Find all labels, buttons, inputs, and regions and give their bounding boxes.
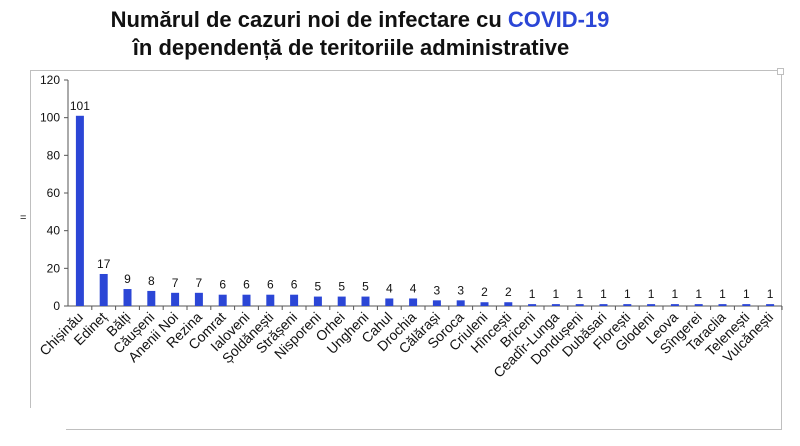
value-label: 1 <box>529 287 536 301</box>
bar <box>766 304 775 306</box>
bar <box>290 294 299 306</box>
value-label: 1 <box>600 287 607 301</box>
value-label: 4 <box>386 281 393 295</box>
bar <box>742 304 751 306</box>
y-tick-label: 20 <box>47 261 61 275</box>
bar <box>337 296 346 306</box>
value-label: 6 <box>243 278 250 292</box>
y-tick-label: 120 <box>40 73 60 87</box>
bottom-left-patch <box>0 408 66 446</box>
chart-title: Numărul de cazuri noi de infectare cu CO… <box>0 6 800 62</box>
bar <box>123 289 132 306</box>
y-axis-marker: = <box>20 212 27 224</box>
value-label: 7 <box>196 276 203 290</box>
bar <box>718 304 727 306</box>
value-label: 6 <box>291 278 298 292</box>
bar <box>385 298 394 306</box>
value-label: 1 <box>743 287 750 301</box>
y-tick-label: 60 <box>47 186 61 200</box>
y-tick-label: 0 <box>53 299 60 313</box>
value-label: 3 <box>457 283 464 297</box>
bar <box>670 304 679 306</box>
value-label: 17 <box>97 257 111 271</box>
value-label: 1 <box>695 287 702 301</box>
value-label: 9 <box>124 272 131 286</box>
bar <box>623 304 632 306</box>
bar <box>647 304 656 306</box>
bar <box>551 304 560 306</box>
bar <box>171 292 180 306</box>
value-label: 8 <box>148 274 155 288</box>
bar <box>218 294 227 306</box>
bar <box>361 296 370 306</box>
bar <box>528 304 537 306</box>
y-tick-label: 100 <box>40 111 60 125</box>
value-label: 6 <box>267 278 274 292</box>
bars <box>75 115 775 307</box>
value-label: 3 <box>434 283 441 297</box>
resize-handle[interactable] <box>777 68 784 75</box>
bar <box>147 290 156 306</box>
bar <box>432 300 441 306</box>
bar <box>504 302 513 306</box>
title-covid: COVID-19 <box>507 7 610 32</box>
value-label: 1 <box>719 287 726 301</box>
value-label: 1 <box>672 287 679 301</box>
bar <box>242 294 251 306</box>
value-labels: 101 17 9 8 7 7 6 6 6 6 5 5 5 4 4 3 3 2 2 1 1 1 1 1 1 1 1 1 1 1 <box>70 99 774 301</box>
value-label: 1 <box>767 287 774 301</box>
bar <box>456 300 465 306</box>
value-label: 4 <box>410 281 417 295</box>
title-line-1: Numărul de cazuri noi de infectare cu CO… <box>0 6 800 34</box>
bar <box>599 304 608 306</box>
value-label: 5 <box>362 280 369 294</box>
value-label: 6 <box>219 278 226 292</box>
bar <box>480 302 489 306</box>
value-label: 7 <box>172 276 179 290</box>
value-label: 1 <box>553 287 560 301</box>
value-label: 5 <box>338 280 345 294</box>
bar <box>409 298 418 306</box>
bar <box>575 304 584 306</box>
value-label: 5 <box>315 280 322 294</box>
value-label: 2 <box>505 285 512 299</box>
value-label: 1 <box>624 287 631 301</box>
value-label: 1 <box>648 287 655 301</box>
value-label: 2 <box>481 285 488 299</box>
value-label: 1 <box>576 287 583 301</box>
title-line-2: în dependență de teritoriile administrat… <box>132 35 570 60</box>
bar <box>694 304 703 306</box>
y-axis: 0 20 40 60 80 100 120 <box>40 73 783 313</box>
bar <box>313 296 322 306</box>
y-tick-label: 80 <box>47 148 61 162</box>
bar <box>194 292 203 306</box>
chart-frame <box>30 68 784 430</box>
y-tick-label: 40 <box>47 224 61 238</box>
bar <box>266 294 275 306</box>
bar <box>99 273 108 306</box>
bar <box>75 115 84 307</box>
value-label: 101 <box>70 99 90 113</box>
title-main: Numărul de cazuri noi de infectare cu <box>110 7 508 32</box>
